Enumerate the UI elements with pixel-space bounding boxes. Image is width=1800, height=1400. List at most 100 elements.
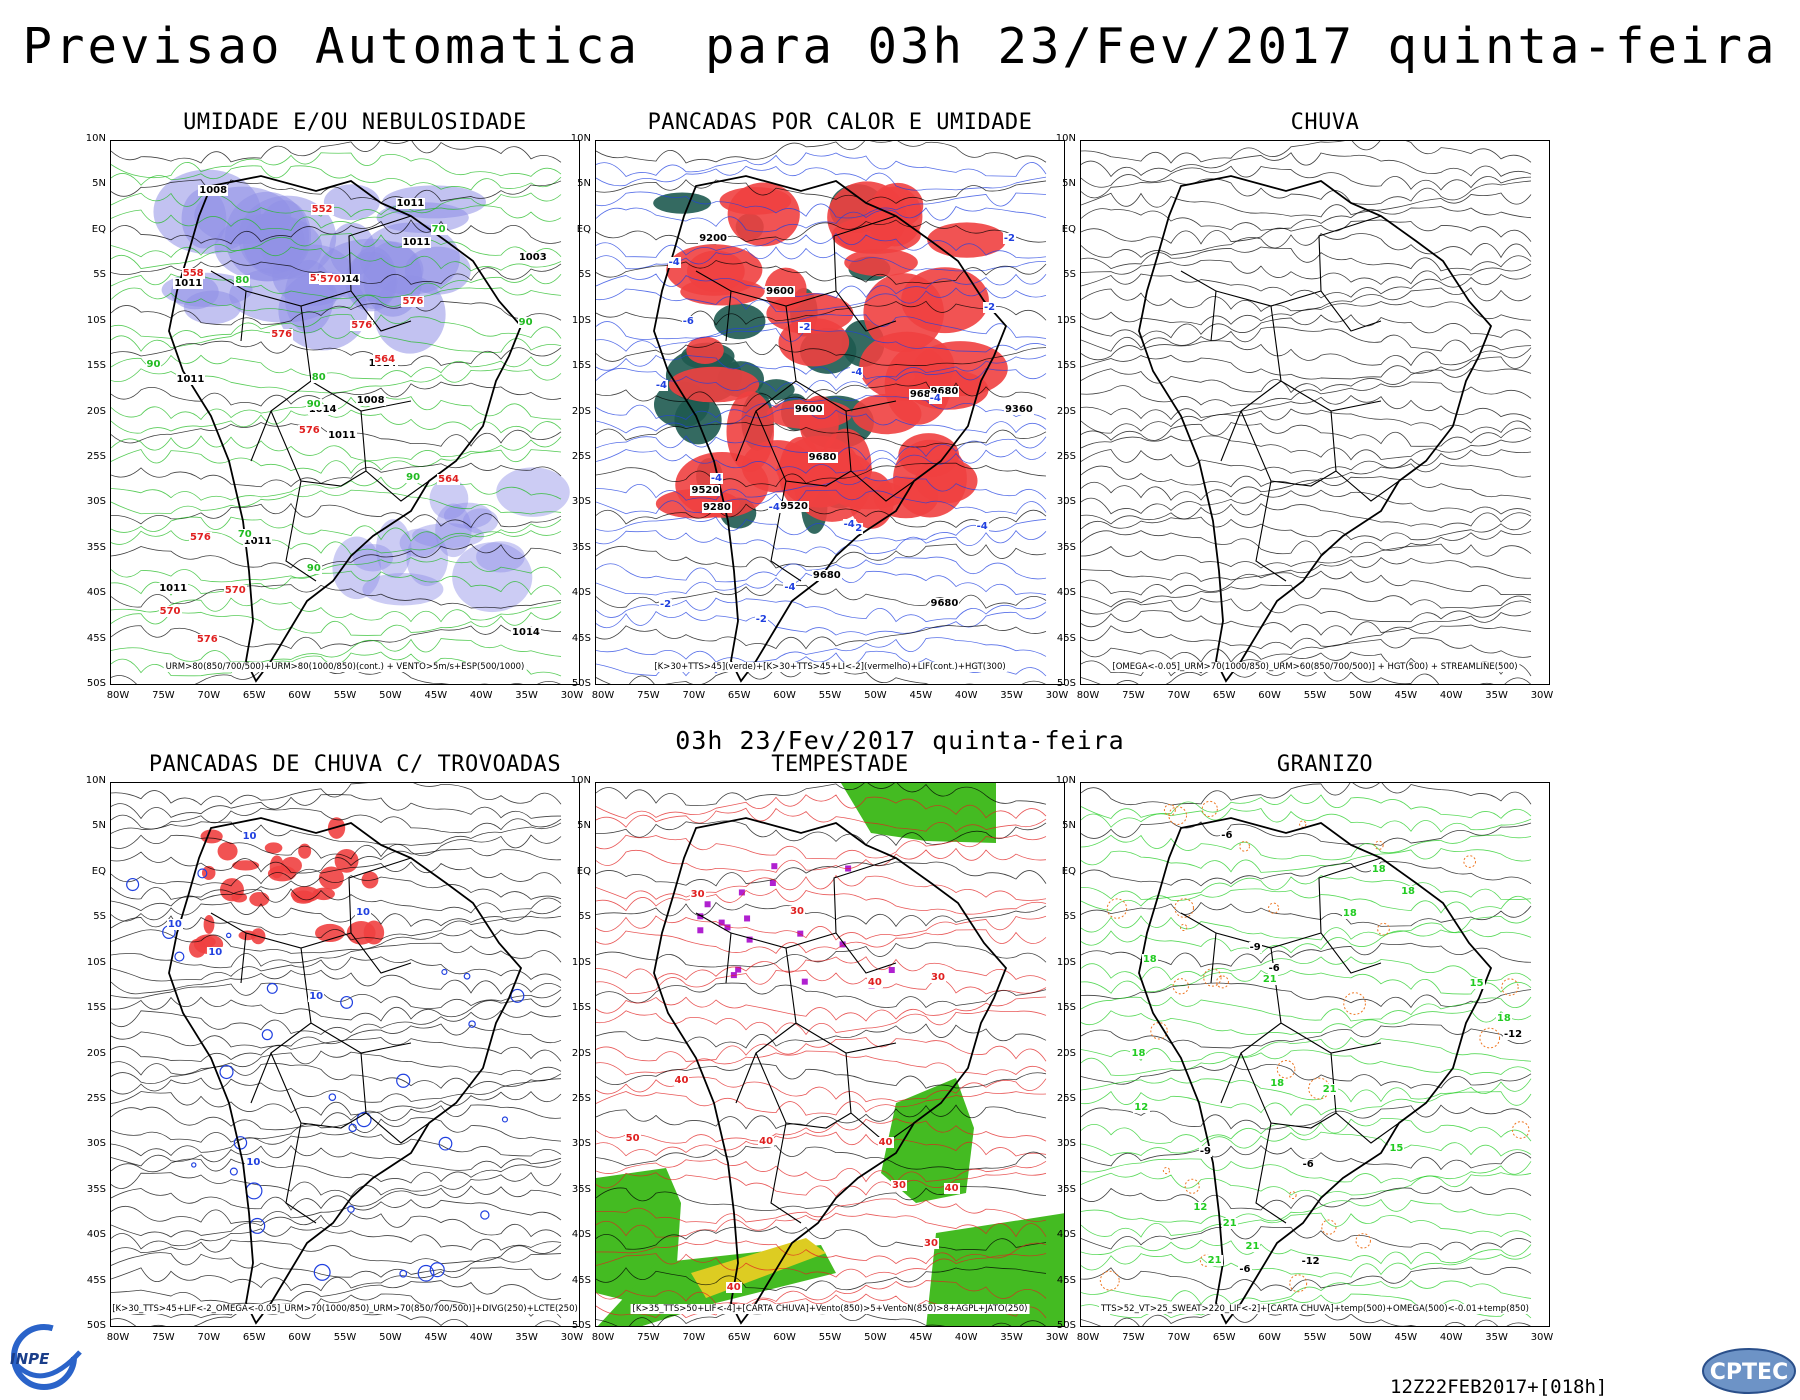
contour-value-label: -4 xyxy=(783,581,797,593)
humidity-shading xyxy=(496,467,570,517)
storm-purple-cell xyxy=(724,924,731,931)
contour-value-label: -6 xyxy=(1220,829,1234,841)
country-border xyxy=(270,410,367,487)
lon-tick-label: 45W xyxy=(424,690,448,701)
lat-tick-label: 40S xyxy=(571,1229,591,1241)
lat-tick-label: 20S xyxy=(86,1047,106,1059)
lat-tick-label: 10S xyxy=(86,956,106,968)
map-layer xyxy=(596,141,1047,684)
contour-value-label: 9520 xyxy=(779,501,809,513)
lon-tick-label: 80W xyxy=(106,690,130,701)
field-contour xyxy=(1081,354,1532,380)
lat-tick-label: 30S xyxy=(86,1138,106,1150)
contour-value-label: 1014 xyxy=(330,273,361,285)
field-contour xyxy=(111,1131,562,1157)
field-contour xyxy=(1081,982,1532,1009)
lat-tick-label: 25S xyxy=(571,1092,591,1104)
lat-tick-label: 15S xyxy=(86,360,106,372)
lat-tick-label: 5N xyxy=(92,178,106,190)
lat-tick-label: 5S xyxy=(93,269,106,281)
lat-tick-label: 50S xyxy=(571,678,591,689)
map-tempestade: 30 30 30 30 30 40 40 40 40 40 40 50 [K>35_TTS>50+LIF… xyxy=(595,782,1065,1327)
contour-value-label: 1008 xyxy=(198,185,229,197)
lat-tick-label: 10N xyxy=(570,133,591,144)
lon-tick-label: 65W xyxy=(242,690,266,701)
lat-tick-label: 10N xyxy=(85,775,106,786)
lat-tick-label: 35S xyxy=(571,541,591,553)
contour-value-label: 570 xyxy=(318,274,342,286)
field-contour xyxy=(111,1171,562,1198)
field-contour xyxy=(596,1226,1047,1251)
field-contour xyxy=(596,610,1047,636)
field-contour xyxy=(111,929,562,954)
field-contour xyxy=(596,354,1047,380)
field-contour xyxy=(1081,1010,1532,1035)
divergence-blue-contour xyxy=(249,1217,266,1234)
field-contour xyxy=(111,1199,562,1224)
country-border xyxy=(360,1052,430,1144)
field-contour xyxy=(596,834,1047,860)
lon-tick-label: 50W xyxy=(1349,1332,1372,1343)
thunderstorm-area xyxy=(232,860,260,871)
hail-orange-contour xyxy=(1201,800,1218,818)
field-contour xyxy=(596,637,1047,663)
hail-orange-contour xyxy=(1276,1060,1296,1079)
contour-value-label: 12 xyxy=(1133,1102,1150,1114)
field-contour xyxy=(111,1266,562,1292)
lon-tick-label: 30W xyxy=(1530,690,1554,701)
field-contour xyxy=(596,901,1047,928)
lat-tick-label: 15S xyxy=(571,360,591,372)
contour-value-label: 18 xyxy=(1495,1012,1512,1024)
field-contour xyxy=(111,462,562,488)
hail-orange-contour xyxy=(1479,1027,1501,1049)
map-pancadas-trovoadas: 10 10 10 10 10 10 [K>30_TTS>45+LIF<-2_OMEGA<-0… xyxy=(110,782,580,1327)
lon-tick-label: 60W xyxy=(1258,1332,1281,1343)
country-border xyxy=(1180,270,1217,342)
hail-orange-contour xyxy=(1150,1022,1168,1040)
field-contour xyxy=(1081,929,1532,954)
field-contour xyxy=(111,300,562,326)
humidity-shading xyxy=(352,544,394,572)
lat-tick-label: 35S xyxy=(571,1183,591,1195)
field-contour xyxy=(596,820,1047,847)
humidity-shading xyxy=(429,478,469,520)
divergence-blue-contour xyxy=(347,1205,355,1213)
lat-tick-label: 25S xyxy=(1056,1092,1076,1104)
field-contour xyxy=(111,489,562,515)
lat-tick-label: 5S xyxy=(1063,911,1076,923)
lat-tick-label: 10N xyxy=(85,133,106,144)
contour-value-label: -6 xyxy=(1301,1159,1315,1171)
lon-tick-label: 80W xyxy=(591,690,615,701)
country-border xyxy=(1220,1022,1282,1104)
contour-value-label: 1014 xyxy=(307,404,338,416)
field-contour xyxy=(111,557,562,583)
field-contour xyxy=(111,408,562,434)
field-contour xyxy=(596,367,1047,394)
lat-tick-label: 25S xyxy=(571,450,591,462)
divergence-blue-contour xyxy=(399,1269,408,1278)
field-contour xyxy=(596,273,1047,299)
lat-tick-label: 20S xyxy=(571,405,591,417)
panel-caption: [K>30_TTS>45+LIF<-2_OMEGA<-0.05]_URM>70(… xyxy=(111,1304,579,1314)
contour-value-label: 21 xyxy=(1321,1084,1338,1096)
field-contour xyxy=(596,1091,1047,1116)
contour-value-label: 80 xyxy=(234,274,251,286)
contour-value-label: 564 xyxy=(437,474,461,486)
lat-tick-label: 40S xyxy=(1056,1229,1076,1241)
continent-outline xyxy=(1138,817,1493,1325)
hail-orange-contour xyxy=(1343,992,1366,1015)
humidity-shading xyxy=(329,222,376,277)
field-contour xyxy=(1081,1226,1532,1251)
field-contour xyxy=(596,1280,1047,1305)
field-contour xyxy=(1081,340,1532,367)
field-contour xyxy=(1081,888,1532,914)
field-contour xyxy=(111,530,562,556)
svg-text:CPTEC: CPTEC xyxy=(1710,1360,1788,1385)
lat-tick-label: 10N xyxy=(570,775,591,786)
lat-tick-label: 45S xyxy=(86,1274,106,1286)
field-contour xyxy=(111,1050,562,1076)
field-contour xyxy=(111,141,562,164)
humidity-shading xyxy=(476,541,525,573)
contour-value-label: 18 xyxy=(1341,908,1358,920)
lon-tick-label: 55W xyxy=(1303,1332,1327,1343)
